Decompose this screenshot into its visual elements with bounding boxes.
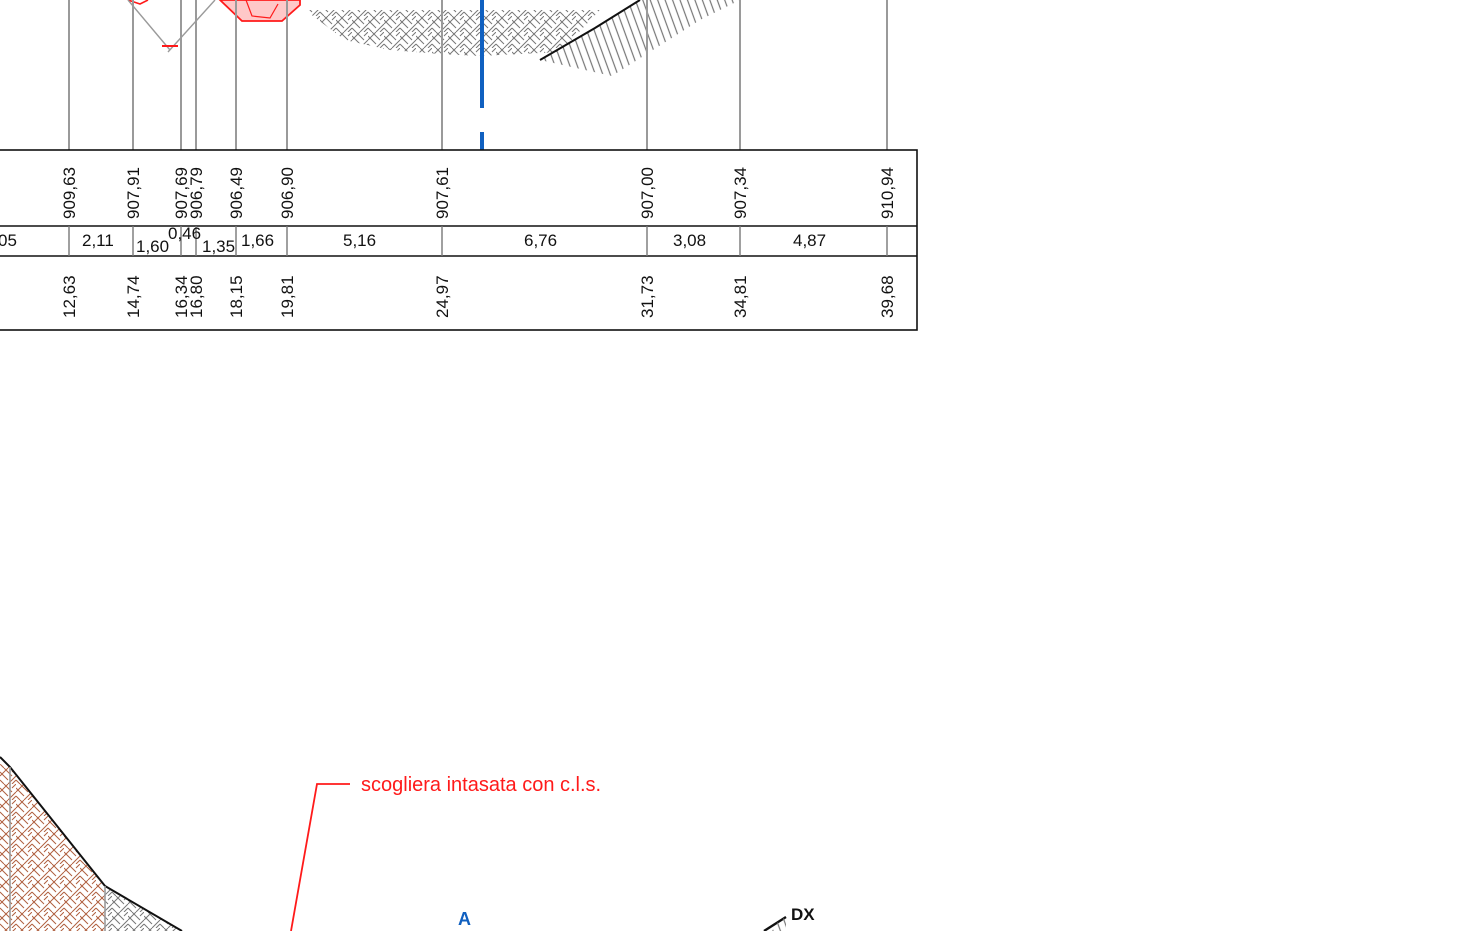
rock-riprap-detail xyxy=(245,0,279,19)
callout-leader xyxy=(290,783,350,931)
partial-distance: 1,60 xyxy=(136,237,169,256)
partial-distance: 6,76 xyxy=(524,231,557,250)
partial-distance: 1,66 xyxy=(241,231,274,250)
elevation-value: 906,79 xyxy=(187,167,206,219)
progressive-distance: 18,15 xyxy=(227,275,246,318)
elevation-value: 906,90 xyxy=(278,167,297,219)
elevation-row: 909,63 907,91 907,69 906,79 906,49 906,9… xyxy=(60,167,897,219)
upper-terrain xyxy=(127,0,740,150)
progressive-distance: 12,63 xyxy=(60,275,79,318)
callout-label: scogliera intasata con c.l.s. xyxy=(361,774,601,796)
dx-marker-hatch xyxy=(772,917,786,931)
axis-label: A xyxy=(458,909,471,929)
partial-distance-row: 05 2,11 1,60 0,46 1,35 1,66 5,16 6,76 3,… xyxy=(0,224,826,256)
progressive-distance-row: 12,63 14,74 16,34 16,80 18,15 19,81 24,9… xyxy=(60,275,897,318)
right-bank-hatch xyxy=(540,0,740,76)
station-lines xyxy=(68,0,888,150)
elevation-value: 907,61 xyxy=(433,167,452,219)
progressive-distance: 31,73 xyxy=(638,275,657,318)
section-data-table: 909,63 907,91 907,69 906,79 906,49 906,9… xyxy=(0,149,918,331)
partial-distance: 3,08 xyxy=(673,231,706,250)
riverbed-soil-hatch xyxy=(305,10,600,56)
side-label: DX xyxy=(791,905,815,924)
elevation-value: 907,00 xyxy=(638,167,657,219)
lower-left-soil-brown xyxy=(0,764,105,931)
elevation-value: 906,49 xyxy=(227,167,246,219)
progressive-distance: 24,97 xyxy=(433,275,452,318)
progressive-distance: 34,81 xyxy=(731,275,750,318)
elevation-value: 907,91 xyxy=(124,167,143,219)
elevation-value: 909,63 xyxy=(60,167,79,219)
progressive-distance: 19,81 xyxy=(278,275,297,318)
partial-distance: 4,87 xyxy=(793,231,826,250)
progressive-distance: 16,80 xyxy=(187,275,206,318)
elevation-value: 907,69 xyxy=(172,167,191,219)
progressive-distance: 14,74 xyxy=(124,275,143,318)
right-bank-profile xyxy=(539,0,641,61)
partial-distance: 05 xyxy=(0,231,17,250)
elevation-value: 907,34 xyxy=(731,167,750,219)
rock-riprap xyxy=(218,0,301,22)
partial-distance: 0,46 xyxy=(168,224,201,243)
lower-ground-profile xyxy=(0,756,183,931)
progressive-distance: 39,68 xyxy=(878,275,897,318)
elevation-value: 910,94 xyxy=(878,167,897,219)
partial-distance: 1,35 xyxy=(202,237,235,256)
progressive-distance: 16,34 xyxy=(172,275,191,318)
guide-diagonals xyxy=(127,0,216,53)
partial-distance: 5,16 xyxy=(343,231,376,250)
partial-distance: 2,11 xyxy=(82,231,114,250)
lower-section: scogliera intasata con c.l.s. A DX xyxy=(0,756,815,931)
